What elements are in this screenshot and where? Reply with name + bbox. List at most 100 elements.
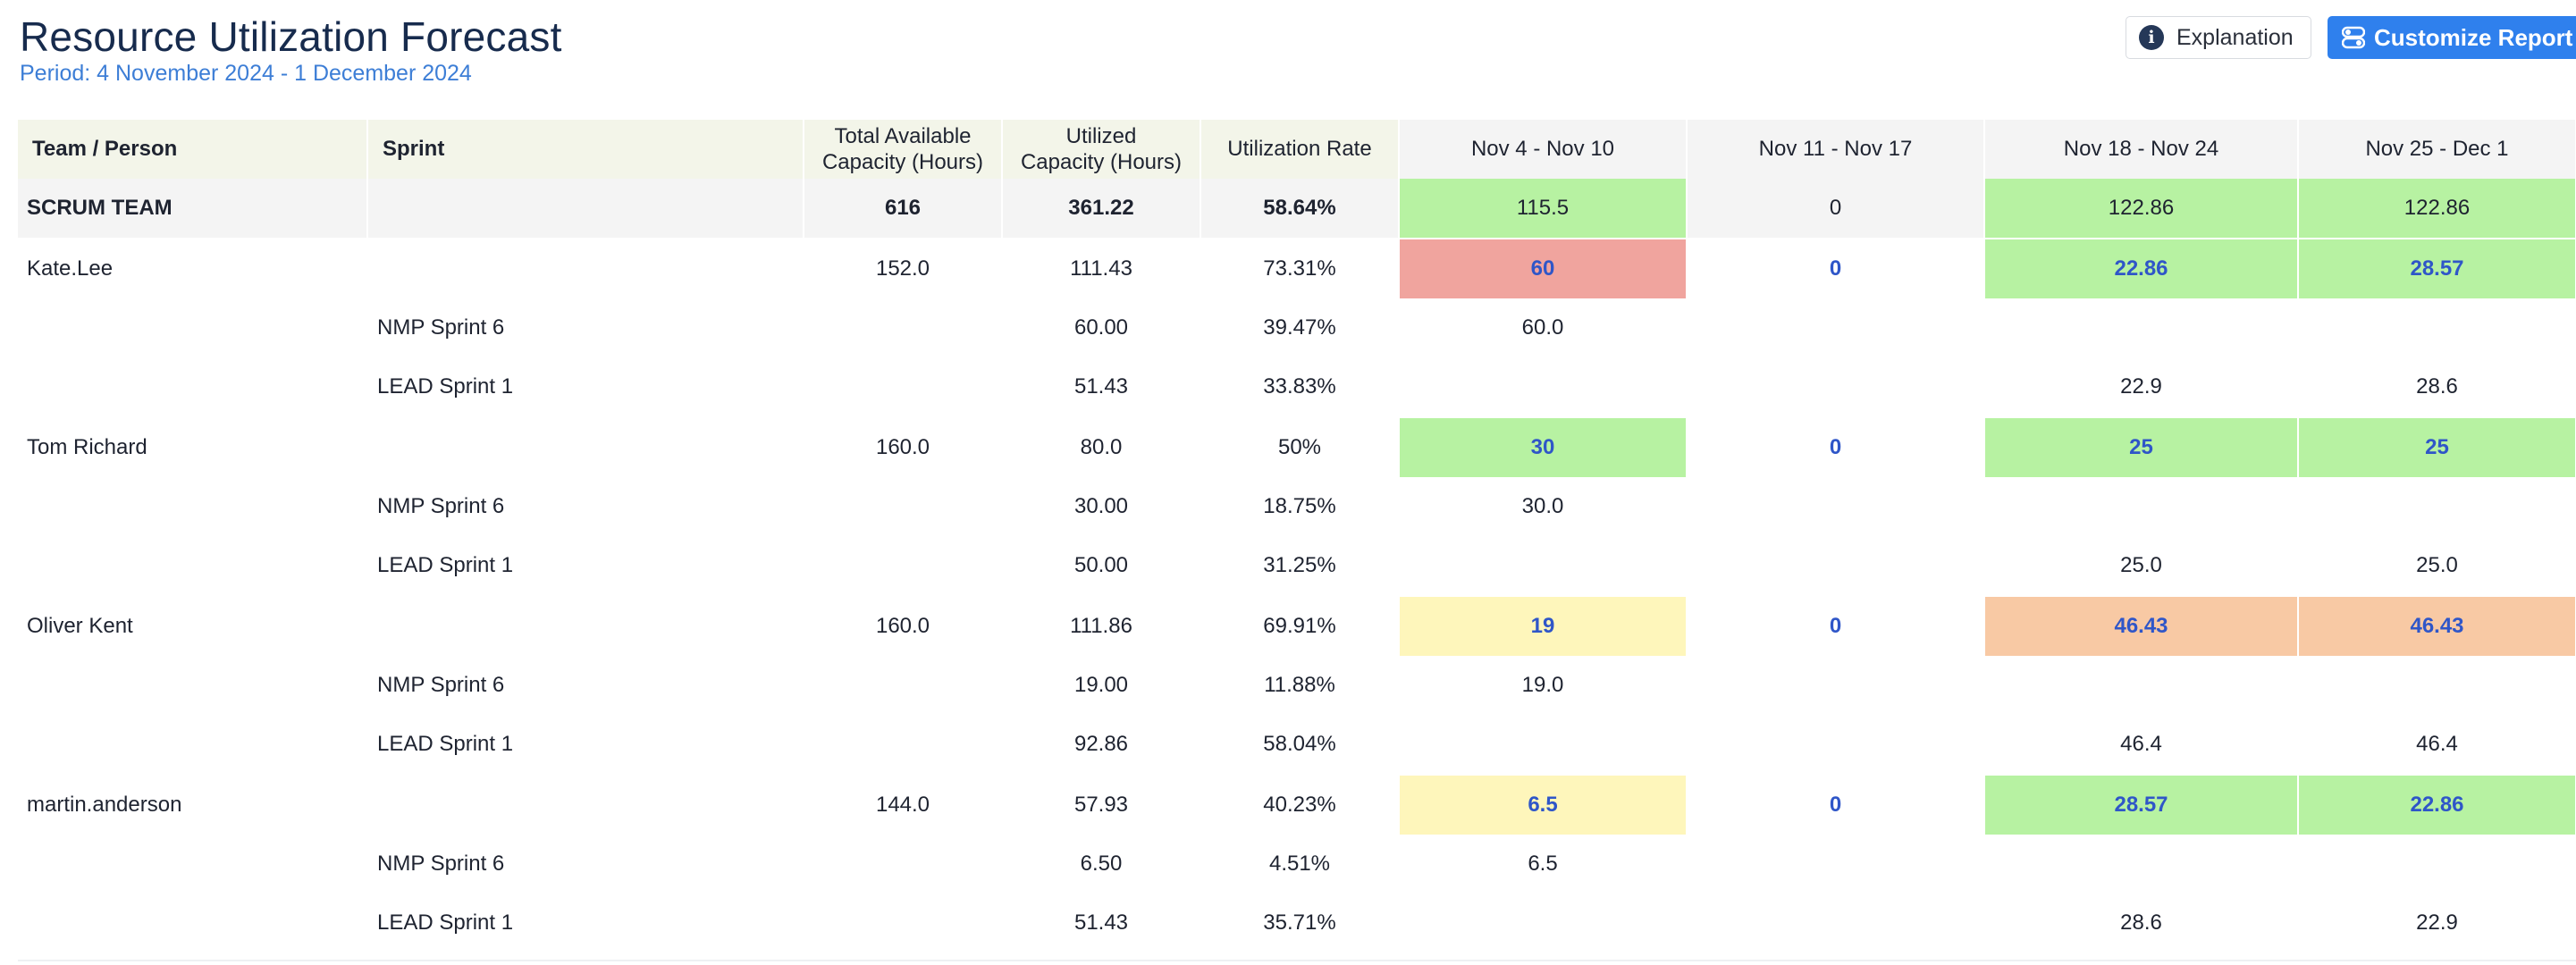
toggles-icon [2342,26,2365,49]
sprint-week-2 [1687,477,1985,536]
team-total: 616 [804,179,1003,239]
person-row[interactable]: Tom Richard 160.0 80.0 50% 30 0 25 25 [18,416,2576,477]
team-week-2: 0 [1687,179,1985,239]
person-total: 152.0 [804,238,1003,298]
sprint-week-3 [1984,835,2299,894]
sprint-week-3: 28.6 [1984,894,2299,952]
person-utilized: 80.0 [1002,416,1201,477]
sprint-week-4: 25.0 [2298,536,2576,596]
person-week-2: 0 [1687,774,1985,835]
person-row[interactable]: martin.anderson 144.0 57.93 40.23% 6.5 0… [18,774,2576,835]
person-name: Oliver Kent [18,595,368,656]
person-sprint-cell [367,595,804,656]
person-rate: 40.23% [1200,774,1400,835]
person-week-4: 22.86 [2298,774,2576,835]
sprint-row: LEAD Sprint 1 50.00 31.25% 25.0 25.0 [18,536,2576,596]
sprint-week-2 [1687,835,1985,894]
person-total: 160.0 [804,595,1003,656]
sprint-week-2 [1687,715,1985,775]
person-utilized: 111.86 [1002,595,1201,656]
customize-report-button-label: Customize Report [2374,23,2573,51]
sprint-week-1 [1399,894,1688,952]
sprint-name: NMP Sprint 6 [367,835,804,894]
sprint-name-spacer [18,477,368,536]
team-week-4: 122.86 [2298,179,2576,239]
sprint-name: NMP Sprint 6 [367,477,804,536]
person-row[interactable]: Oliver Kent 160.0 111.86 69.91% 19 0 46.… [18,595,2576,656]
column-header-week-2[interactable]: Nov 11 - Nov 17 [1687,120,1985,179]
sprint-week-1: 19.0 [1399,656,1688,715]
sprint-name: LEAD Sprint 1 [367,894,804,952]
person-sprint-cell [367,774,804,835]
person-week-2: 0 [1687,595,1985,656]
explanation-button[interactable]: i Explanation [2126,16,2311,59]
page-title: Resource Utilization Forecast [20,13,562,60]
info-icon: i [2139,25,2164,50]
sprint-name-spacer [18,357,368,417]
person-week-1: 60 [1399,238,1688,298]
sprint-utilized: 51.43 [1002,357,1201,417]
table-header-row: Team / Person Sprint Total Available Cap… [18,120,2576,179]
sprint-total [804,656,1003,715]
column-header-week-3[interactable]: Nov 18 - Nov 24 [1984,120,2299,179]
sprint-week-4: 22.9 [2298,894,2576,952]
column-header-team-person[interactable]: Team / Person [18,120,368,179]
team-week-1: 115.5 [1399,179,1688,239]
sprint-week-4 [2298,298,2576,357]
sprint-total [804,477,1003,536]
column-header-week-1[interactable]: Nov 4 - Nov 10 [1399,120,1688,179]
sprint-utilized: 19.00 [1002,656,1201,715]
column-header-total-available[interactable]: Total Available Capacity (Hours) [804,120,1003,179]
sprint-week-1: 60.0 [1399,298,1688,357]
sprint-rate: 31.25% [1200,536,1400,596]
sprint-total [804,715,1003,775]
explanation-button-label: Explanation [2176,24,2294,50]
period-subtitle: Period: 4 November 2024 - 1 December 202… [20,61,472,86]
person-week-4: 28.57 [2298,238,2576,298]
person-week-3: 28.57 [1984,774,2299,835]
person-week-2: 0 [1687,238,1985,298]
sprint-name-spacer [18,298,368,357]
person-total: 160.0 [804,416,1003,477]
column-header-week-4[interactable]: Nov 25 - Dec 1 [2298,120,2576,179]
sprint-week-4: 28.6 [2298,357,2576,417]
customize-report-button[interactable]: Customize Report [2328,16,2576,59]
sprint-week-4 [2298,835,2576,894]
column-header-sprint[interactable]: Sprint [367,120,804,179]
sprint-name-spacer [18,894,368,952]
sprint-total [804,894,1003,952]
sprint-name-spacer [18,715,368,775]
column-header-utilized[interactable]: Utilized Capacity (Hours) [1002,120,1201,179]
column-header-utilized-line2: Capacity (Hours) [1020,150,1183,174]
team-week-3: 122.86 [1984,179,2299,239]
table-bottom-divider [18,960,2576,961]
person-week-1: 19 [1399,595,1688,656]
sprint-total [804,298,1003,357]
person-row[interactable]: Kate.Lee 152.0 111.43 73.31% 60 0 22.86 … [18,238,2576,298]
sprint-utilized: 92.86 [1002,715,1201,775]
person-week-3: 22.86 [1984,238,2299,298]
sprint-rate: 33.83% [1200,357,1400,417]
sprint-utilized: 6.50 [1002,835,1201,894]
column-header-utilization-rate[interactable]: Utilization Rate [1200,120,1400,179]
team-name: SCRUM TEAM [18,179,368,239]
person-week-2: 0 [1687,416,1985,477]
person-utilized: 111.43 [1002,238,1201,298]
team-utilized: 361.22 [1002,179,1201,239]
sprint-week-4 [2298,656,2576,715]
sprint-rate: 18.75% [1200,477,1400,536]
sprint-rate: 35.71% [1200,894,1400,952]
person-rate: 73.31% [1200,238,1400,298]
sprint-row: NMP Sprint 6 6.50 4.51% 6.5 [18,835,2576,894]
person-name: Tom Richard [18,416,368,477]
sprint-week-3: 25.0 [1984,536,2299,596]
person-week-3: 46.43 [1984,595,2299,656]
column-header-utilized-line1: Utilized [1065,124,1137,148]
column-header-total-available-line1: Total Available [834,124,972,148]
sprint-total [804,536,1003,596]
sprint-week-3 [1984,656,2299,715]
sprint-week-4 [2298,477,2576,536]
person-rate: 50% [1200,416,1400,477]
sprint-row: NMP Sprint 6 30.00 18.75% 30.0 [18,477,2576,536]
